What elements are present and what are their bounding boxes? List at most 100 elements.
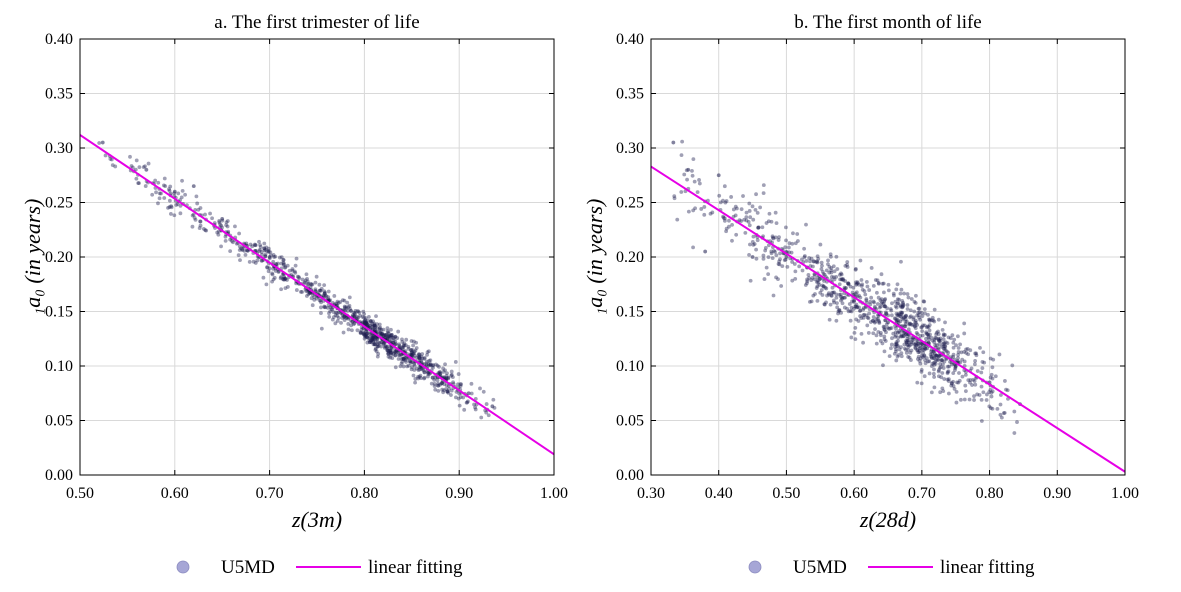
- panel-b-scatter-point: [914, 321, 918, 325]
- panel-b-scatter-point: [936, 358, 941, 363]
- panel-b-scatter-point: [908, 321, 912, 326]
- panel-b-scatter-point: [988, 387, 993, 392]
- panel-a-fit-line-path: [79, 134, 555, 456]
- panel-a-scatter-point: [258, 247, 262, 252]
- panel-b-scatter-point: [786, 245, 791, 250]
- panel-b-scatter-point: [907, 355, 912, 360]
- panel-b-scatter-point: [731, 214, 736, 219]
- panel-b-scatter-point: [939, 345, 944, 349]
- panel-a-scatter-point: [225, 219, 230, 223]
- panel-b-scatter-point: [918, 361, 923, 366]
- panel-b-scatter-point: [839, 271, 843, 276]
- panel-b-scatter-point: [812, 277, 817, 282]
- panel-a-scatter-point: [146, 161, 151, 166]
- panel-a-scatter-point: [348, 318, 353, 323]
- panel-a-scatter-point: [167, 187, 171, 192]
- panel-b-scatter-point: [987, 404, 992, 409]
- panel-b-scatter-point: [894, 340, 899, 345]
- panel-b-scatter-point: [932, 362, 937, 367]
- panel-b-scatter-point: [901, 334, 906, 338]
- panel-a-scatter-point: [412, 349, 417, 354]
- panel-a-scatter-point: [409, 339, 414, 343]
- panel-b-scatter-point: [945, 371, 950, 376]
- panel-b-scatter-point: [861, 313, 866, 318]
- panel-b-scatter-point: [896, 344, 900, 349]
- panel-b-scatter-point: [894, 342, 899, 347]
- panel-a-grid: [79, 38, 555, 476]
- panel-a-scatter-point: [447, 386, 452, 391]
- panel-a-scatter-point: [372, 323, 377, 328]
- panel-a-scatter-point: [354, 314, 359, 319]
- panel-a-scatter-point: [156, 201, 160, 206]
- panel-b-scatter-point: [846, 281, 851, 286]
- panel-a-scatter-point: [326, 295, 331, 300]
- panel-a-scatter-point: [378, 327, 382, 332]
- panel-b-scatter-point: [946, 335, 951, 340]
- panel-b-scatter-point: [998, 402, 1003, 407]
- panel-a-scatter-point: [342, 318, 347, 323]
- panel-b-scatter-point: [815, 298, 820, 303]
- panel-a-scatter-point: [371, 336, 375, 341]
- panel-a-scatter-point: [325, 306, 330, 310]
- panel-b-scatter-point: [875, 278, 880, 283]
- panel-b-scatter-point: [959, 350, 964, 355]
- panel-a-scatter-point: [336, 315, 341, 320]
- panel-a-scatter-point: [287, 268, 292, 273]
- panel-b-scatter-point: [913, 326, 918, 331]
- panel-a-scatter-point: [378, 331, 383, 336]
- panel-a-scatter-point: [386, 354, 391, 359]
- panel-b-scatter-point: [672, 196, 677, 201]
- panel-b-scatter-point: [901, 302, 905, 307]
- panel-a-scatter-point: [426, 349, 431, 354]
- panel-a-scatter-point: [350, 313, 355, 317]
- panel-b-scatter-point: [939, 358, 944, 362]
- panel-b-scatter-point: [821, 284, 826, 289]
- panel-b-scatter-point: [841, 278, 846, 283]
- panel-b-scatter-point: [774, 221, 779, 226]
- panel-a-scatter-point: [259, 258, 264, 263]
- panel-a-scatter-point: [281, 277, 286, 282]
- panel-a-scatter-point: [383, 344, 387, 349]
- panel-a-scatter-point: [425, 353, 429, 357]
- panel-a-scatter-point: [438, 371, 443, 376]
- panel-a-scatter-point: [338, 300, 343, 304]
- panel-a-scatter-point: [204, 228, 209, 233]
- panel-a-scatter-point: [398, 345, 402, 349]
- panel-b-scatter-point: [882, 299, 886, 304]
- panel-b-scatter-point: [832, 269, 837, 274]
- panel-b-scatter-point: [998, 412, 1003, 417]
- panel-b-scatter-point: [820, 263, 824, 268]
- panel-a-scatter-point: [424, 361, 428, 366]
- panel-a-scatter-point: [396, 329, 401, 334]
- panel-b-scatter-point: [963, 389, 968, 394]
- panel-a-scatter-point: [265, 265, 270, 270]
- panel-b-scatter-point: [747, 223, 752, 228]
- panel-a-scatter-point: [233, 224, 237, 229]
- panel-a-scatter-point: [300, 277, 305, 282]
- panel-a-scatter-point: [179, 195, 184, 200]
- panel-b-scatter-point: [972, 398, 976, 402]
- panel-b-scatter-point: [840, 301, 845, 306]
- panel-b-points: [671, 139, 1022, 435]
- panel-b-scatter-point: [756, 225, 761, 230]
- panel-b-scatter-point: [790, 278, 795, 283]
- panel-b-scatter-point: [932, 319, 937, 324]
- panel-b-scatter-point: [761, 253, 766, 258]
- panel-a-scatter-point: [339, 320, 343, 325]
- panel-b-scatter-point: [930, 356, 934, 361]
- panel-a-scatter-point: [352, 321, 357, 326]
- panel-a-title: a. The first trimester of life: [214, 12, 419, 33]
- panel-b-scatter-point: [912, 342, 917, 347]
- panel-b-scatter-point: [934, 332, 939, 337]
- panel-a-scatter-point: [178, 211, 183, 216]
- panel-b-ytick-label: 0.25: [616, 195, 644, 212]
- panel-a-scatter-point: [371, 338, 375, 343]
- panel-b-scatter-point: [790, 260, 795, 264]
- panel-b-scatter-point: [933, 361, 938, 366]
- panel-b-scatter-point: [834, 318, 839, 323]
- panel-a-scatter-point: [317, 282, 322, 287]
- panel-a-scatter-point: [392, 335, 396, 340]
- panel-b-scatter-point: [905, 338, 910, 343]
- panel-a-scatter-point: [271, 266, 276, 271]
- panel-b-scatter-point: [942, 377, 947, 381]
